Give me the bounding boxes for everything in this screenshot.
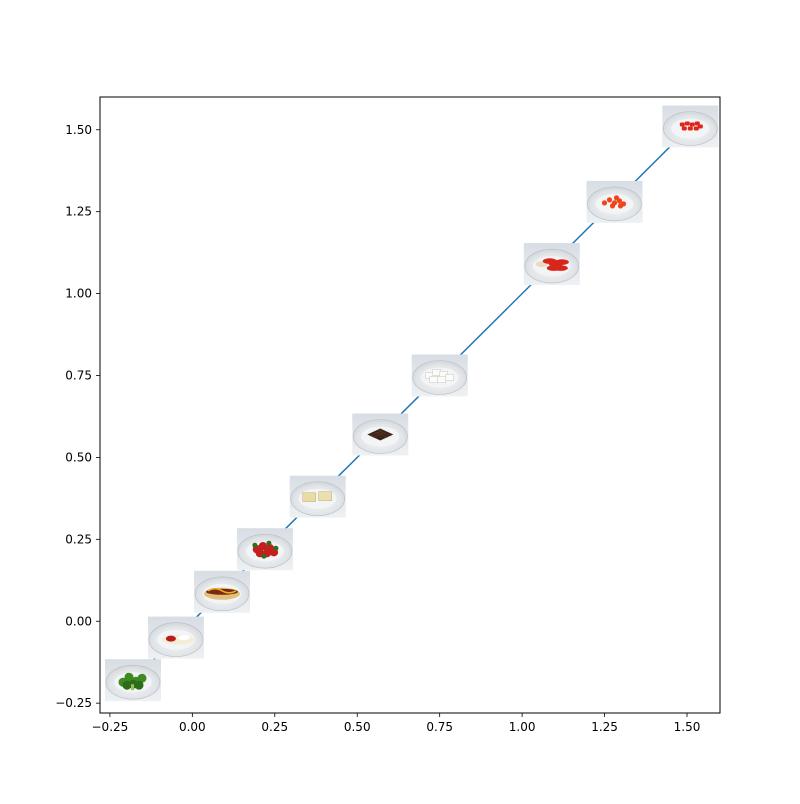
series-line: [132, 125, 691, 681]
hotdog-food: [204, 587, 240, 600]
y-tick-label: 1.50: [65, 123, 92, 137]
rice-crispy-food: [302, 491, 333, 503]
chocolate-plate-image: [352, 413, 409, 456]
x-axis: −0.25 0.00 0.25 0.50 0.75 1.00 1.25 1.50: [92, 713, 701, 734]
x-tick-label: 1.00: [509, 720, 536, 734]
strawberries-food: [252, 540, 279, 559]
carrots-food: [601, 195, 627, 209]
broccoli-plate-image: [105, 659, 161, 702]
y-tick-label: 0.00: [65, 614, 92, 628]
carrots-plate-image: [586, 180, 643, 223]
sausages-food: [535, 258, 569, 271]
x-tick-label: 1.25: [591, 720, 618, 734]
y-tick-label: −0.25: [55, 696, 92, 710]
broccoli-food: [118, 672, 147, 691]
crepe-plate-image: [147, 616, 204, 659]
x-tick-label: 1.50: [674, 720, 701, 734]
y-axis: −0.25 0.00 0.25 0.50 0.75 1.00 1.25 1.50: [55, 123, 100, 710]
y-tick-label: 1.25: [65, 205, 92, 219]
rice-crispy-plate-image: [289, 475, 346, 518]
strawberries-plate-image: [236, 528, 293, 571]
sausages-plate-image: [523, 243, 580, 286]
red-peppers-food: [679, 121, 703, 131]
line-layer: [132, 125, 691, 681]
hotdog-plate-image: [194, 570, 250, 613]
x-tick-label: 0.75: [426, 720, 453, 734]
x-tick-label: 0.25: [261, 720, 288, 734]
cauliflower-food: [425, 369, 454, 383]
cauliflower-plate-image: [411, 354, 468, 397]
crepe-food: [161, 634, 194, 645]
y-tick-label: 0.25: [65, 532, 92, 546]
chocolate-food: [367, 428, 394, 441]
marker-layer: [105, 105, 719, 702]
x-tick-label: 0.00: [179, 720, 206, 734]
y-tick-label: 0.50: [65, 450, 92, 464]
x-tick-label: −0.25: [92, 720, 129, 734]
plot-frame: [99, 96, 721, 714]
y-tick-label: 0.75: [65, 369, 92, 383]
y-tick-label: 1.00: [65, 287, 92, 301]
x-tick-label: 0.50: [344, 720, 371, 734]
red-peppers-plate-image: [662, 105, 719, 148]
